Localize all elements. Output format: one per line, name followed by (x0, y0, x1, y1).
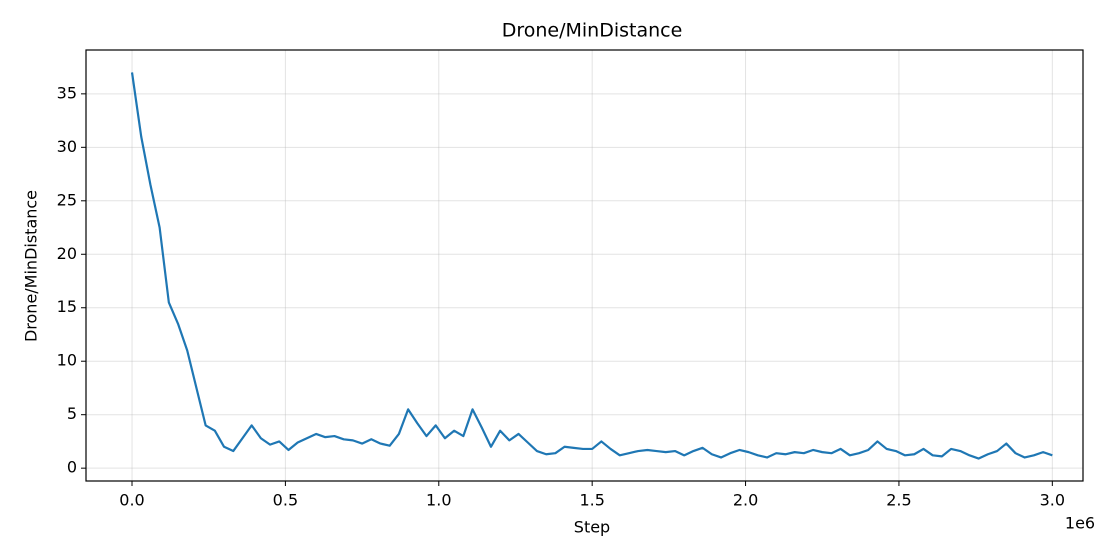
y-tick-label: 25 (57, 190, 77, 209)
chart-title: Drone/MinDistance (502, 20, 683, 42)
y-tick-label: 35 (57, 83, 77, 102)
x-tick-label: 0.5 (273, 491, 298, 510)
x-axis-label: Step (574, 518, 610, 537)
y-tick-label: 10 (57, 351, 77, 370)
x-tick-label: 0.0 (119, 491, 144, 510)
plot-frame (85, 49, 1084, 482)
x-tick-label: 2.5 (886, 491, 911, 510)
x-tick-label: 1.5 (579, 491, 604, 510)
x-tick-label: 3.0 (1040, 491, 1065, 510)
y-tick-label: 30 (57, 137, 77, 156)
data-line (130, 72, 1053, 460)
y-axis-label: Drone/MinDistance (22, 190, 41, 342)
y-tick-label: 5 (67, 404, 77, 423)
y-tick-label: 15 (57, 297, 77, 316)
x-tick-label: 2.0 (733, 491, 758, 510)
x-offset-label: 1e6 (1065, 514, 1095, 533)
y-tick-label: 20 (57, 244, 77, 263)
y-tick-label: 0 (67, 458, 77, 477)
x-tick-label: 1.0 (426, 491, 451, 510)
